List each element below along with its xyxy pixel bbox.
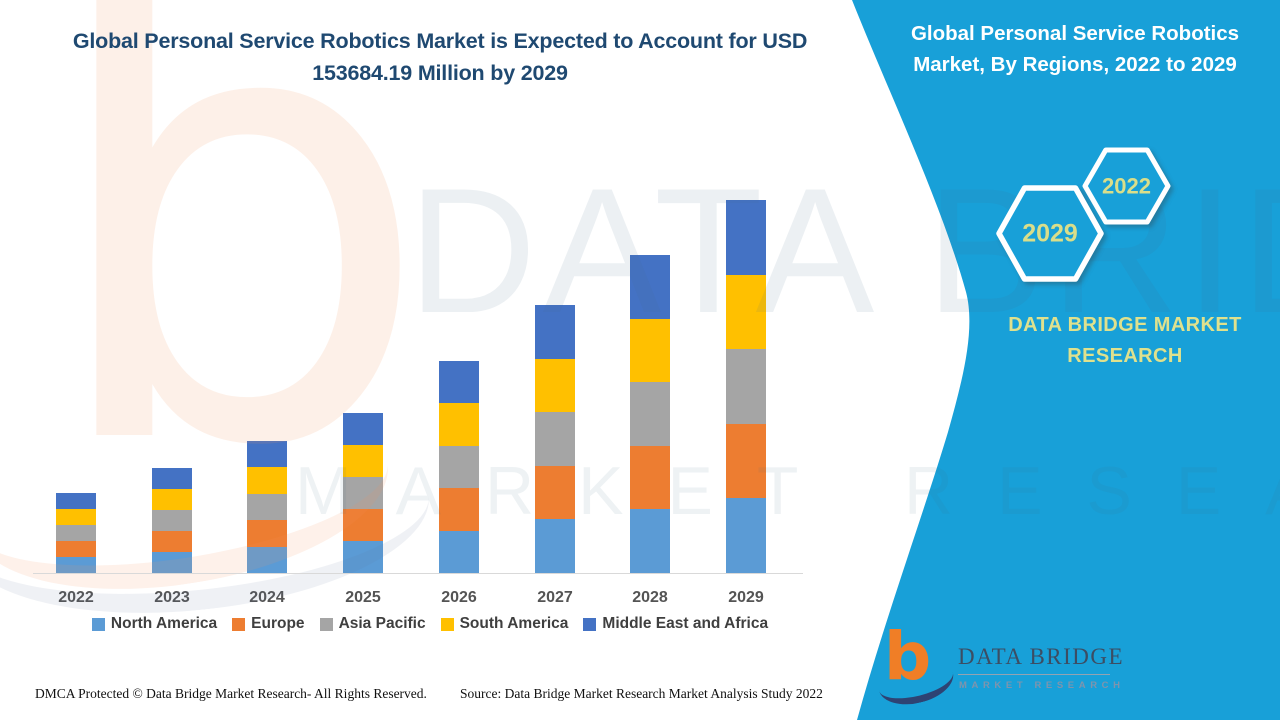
x-axis-label-2028: 2028 bbox=[632, 589, 668, 606]
bar-segment-south-america-2026 bbox=[439, 403, 479, 446]
legend-swatch-north-america bbox=[91, 617, 105, 631]
bar-segment-north-america-2022 bbox=[56, 557, 96, 573]
x-axis-label-2025: 2025 bbox=[345, 589, 381, 606]
chart-title: Global Personal Service Robotics Market … bbox=[72, 29, 808, 85]
panel-brand-text: DATA BRIDGE MARKET RESEARCH bbox=[1008, 314, 1242, 367]
x-axis-label-2029: 2029 bbox=[728, 589, 764, 606]
legend-swatch-middle-east-and-africa bbox=[583, 617, 597, 631]
bar-segment-south-america-2028 bbox=[630, 318, 670, 383]
bar-segment-south-america-2023 bbox=[152, 489, 192, 510]
legend-item-north-america: North America bbox=[91, 615, 218, 633]
bar-segment-europe-2024 bbox=[247, 520, 287, 547]
bar-segment-middle-east-and-africa-2024 bbox=[247, 440, 287, 468]
hexagon-year-label-2029: 2029 bbox=[1022, 220, 1078, 248]
bar-segment-europe-2023 bbox=[152, 531, 192, 552]
legend-item-europe: Europe bbox=[232, 615, 305, 633]
bar-segment-south-america-2024 bbox=[247, 467, 287, 494]
hexagon-outline bbox=[1082, 147, 1171, 225]
bar-segment-south-america-2027 bbox=[535, 358, 575, 413]
bar-segment-europe-2022 bbox=[56, 541, 96, 557]
legend-swatch-europe bbox=[232, 617, 246, 631]
x-axis-label-2023: 2023 bbox=[154, 589, 190, 606]
bar-segment-asia-pacific-2029 bbox=[726, 349, 766, 424]
legend-item-south-america: South America bbox=[440, 615, 569, 633]
side-panel-title: Global Personal Service Robotics Market,… bbox=[910, 22, 1240, 77]
bar-segment-north-america-2028 bbox=[630, 509, 670, 573]
bar-segment-middle-east-and-africa-2029 bbox=[726, 199, 766, 275]
bar-segment-asia-pacific-2022 bbox=[56, 525, 96, 541]
x-axis-label-2027: 2027 bbox=[537, 589, 573, 606]
bar-segment-asia-pacific-2024 bbox=[247, 493, 287, 521]
hexagon-year-label-2022: 2022 bbox=[1102, 174, 1151, 199]
legend-label-south-america: South America bbox=[459, 615, 569, 632]
bar-segment-south-america-2022 bbox=[56, 509, 96, 525]
bar-segment-north-america-2027 bbox=[535, 519, 575, 573]
bar-segment-asia-pacific-2023 bbox=[152, 510, 192, 531]
bar-segment-north-america-2023 bbox=[152, 552, 192, 573]
bar-segment-europe-2028 bbox=[630, 445, 670, 510]
x-axis-line bbox=[33, 573, 803, 574]
bar-segment-asia-pacific-2027 bbox=[535, 412, 575, 466]
databridge-logo-tagline: MARKET RESEARCH bbox=[959, 680, 1125, 691]
bar-segment-middle-east-and-africa-2023 bbox=[152, 468, 192, 489]
bar-segment-europe-2029 bbox=[726, 423, 766, 499]
legend-label-middle-east-and-africa: Middle East and Africa bbox=[602, 615, 769, 632]
bar-segment-asia-pacific-2028 bbox=[630, 382, 670, 446]
legend-label-asia-pacific: Asia Pacific bbox=[338, 615, 426, 632]
bar-segment-europe-2025 bbox=[343, 508, 383, 541]
bar-segment-north-america-2025 bbox=[343, 540, 383, 573]
bar-segment-asia-pacific-2025 bbox=[343, 476, 383, 509]
bar-segment-north-america-2029 bbox=[726, 498, 766, 573]
databridge-logo-icon: b bbox=[884, 618, 932, 695]
source-citation: Source: Data Bridge Market Research Mark… bbox=[460, 686, 823, 701]
databridge-logo-divider bbox=[958, 674, 1110, 675]
bar-segment-asia-pacific-2026 bbox=[439, 445, 479, 489]
bar-segment-europe-2026 bbox=[439, 488, 479, 531]
hexagon-badge-2029: 2029 bbox=[996, 185, 1104, 282]
chart-legend: North America Europe Asia Pacific South Ame… bbox=[30, 615, 830, 633]
legend-swatch-south-america bbox=[440, 617, 454, 631]
x-axis-label-2024: 2024 bbox=[249, 589, 285, 606]
x-axis-label-2026: 2026 bbox=[441, 589, 477, 606]
bar-segment-north-america-2026 bbox=[439, 530, 479, 573]
bar-segment-south-america-2025 bbox=[343, 444, 383, 477]
x-axis-label-2022: 2022 bbox=[58, 589, 94, 606]
bar-segment-middle-east-and-africa-2028 bbox=[630, 254, 670, 319]
bar-segment-north-america-2024 bbox=[247, 546, 287, 573]
bar-segment-europe-2027 bbox=[535, 465, 575, 520]
bar-segment-middle-east-and-africa-2025 bbox=[343, 412, 383, 445]
databridge-logo-name: DATA BRIDGE bbox=[958, 644, 1125, 669]
legend-item-middle-east-and-africa: Middle East and Africa bbox=[583, 615, 768, 633]
bar-segment-middle-east-and-africa-2022 bbox=[56, 493, 96, 509]
legend-label-europe: Europe bbox=[251, 615, 305, 632]
dmca-notice: DMCA Protected © Data Bridge Market Rese… bbox=[35, 686, 427, 701]
side-panel-shape bbox=[852, 0, 1280, 720]
legend-swatch-asia-pacific bbox=[319, 617, 333, 631]
legend-item-asia-pacific: Asia Pacific bbox=[319, 615, 426, 633]
bar-segment-south-america-2029 bbox=[726, 274, 766, 350]
bar-segment-middle-east-and-africa-2026 bbox=[439, 360, 479, 404]
hexagon-badge-2022: 2022 bbox=[1082, 147, 1171, 225]
legend-label-north-america: North America bbox=[110, 615, 218, 632]
bar-segment-middle-east-and-africa-2027 bbox=[535, 304, 575, 359]
hexagon-outline bbox=[996, 185, 1104, 282]
